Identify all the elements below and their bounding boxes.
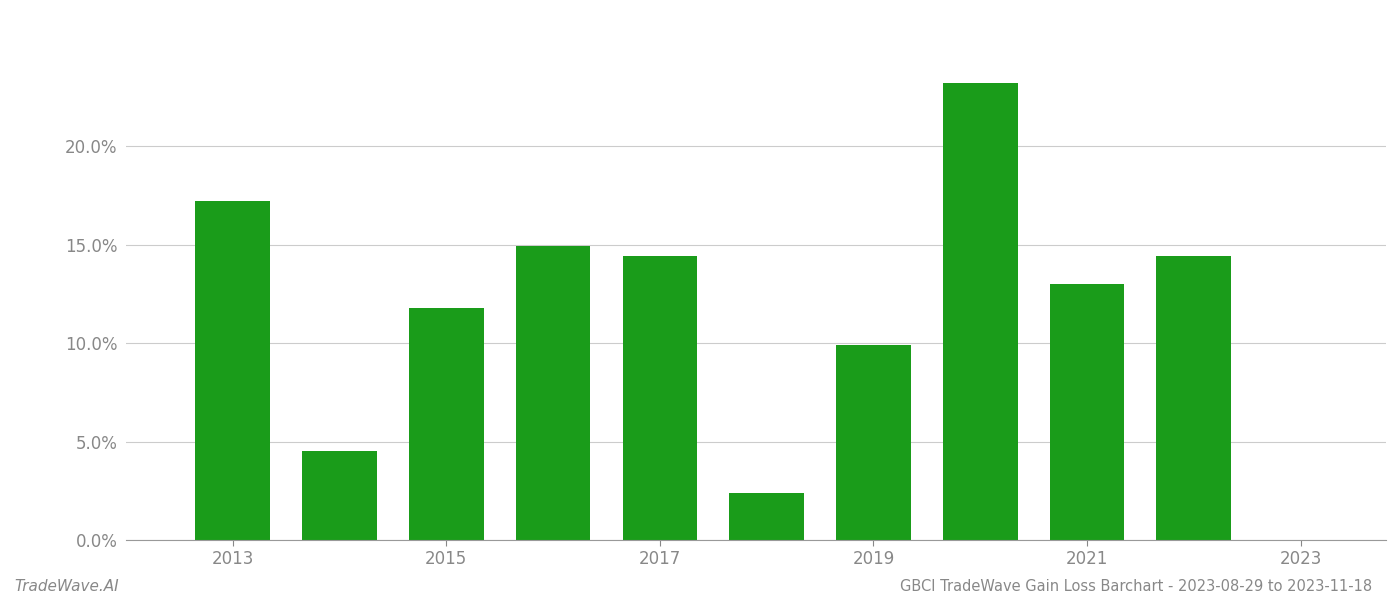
Text: TradeWave.AI: TradeWave.AI	[14, 579, 119, 594]
Bar	[1156, 256, 1231, 540]
Bar	[836, 345, 911, 540]
Bar	[409, 308, 484, 540]
Bar	[515, 247, 591, 540]
Bar	[729, 493, 804, 540]
Bar	[1050, 284, 1124, 540]
Text: GBCI TradeWave Gain Loss Barchart - 2023-08-29 to 2023-11-18: GBCI TradeWave Gain Loss Barchart - 2023…	[900, 579, 1372, 594]
Bar	[942, 83, 1018, 540]
Bar	[623, 256, 697, 540]
Bar	[196, 201, 270, 540]
Bar	[302, 451, 377, 540]
